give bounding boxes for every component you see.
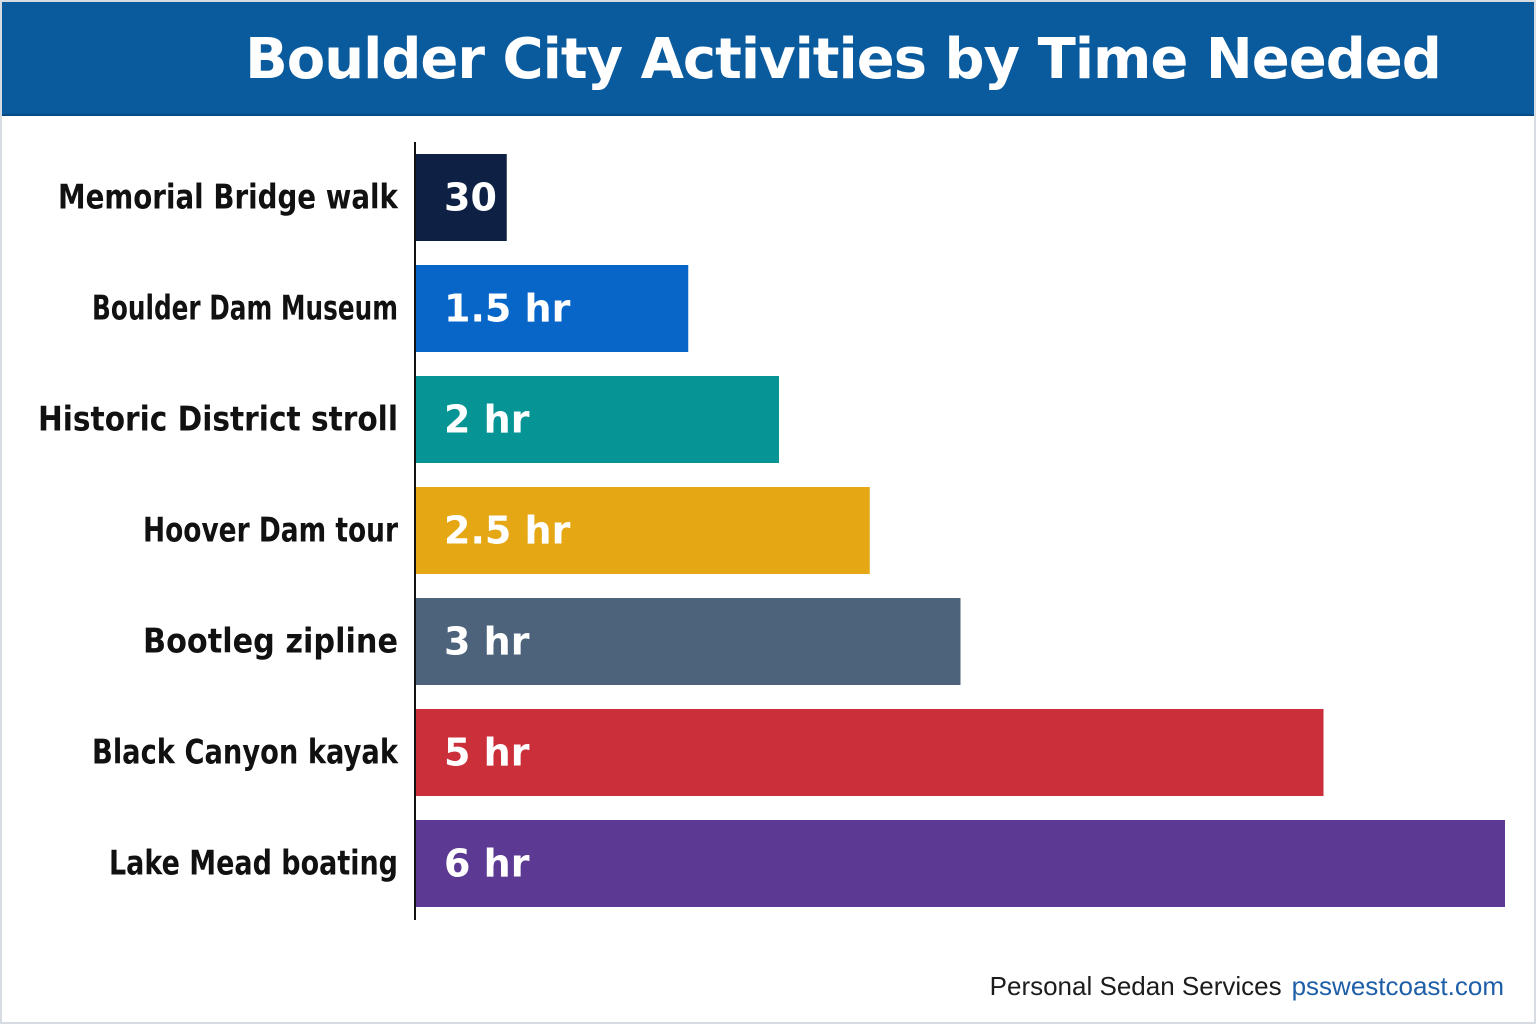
bar-3 — [416, 487, 870, 574]
category-label: Bootleg zipline — [143, 622, 398, 662]
category-label: Hoover Dam tour — [143, 511, 398, 551]
category-label: Boulder Dam Museum — [92, 289, 398, 329]
data-label: 30 min — [444, 176, 590, 220]
bar-4 — [416, 598, 961, 685]
category-label: Memorial Bridge walk — [58, 178, 399, 218]
data-label: 1.5 hr — [444, 287, 571, 331]
bar-5 — [416, 709, 1324, 796]
data-label: 3 hr — [444, 620, 530, 664]
bar-1 — [416, 265, 689, 352]
bar-6 — [416, 820, 1505, 907]
data-label: 2 hr — [444, 398, 530, 442]
footer-credit: Personal Sedan Services psswestcoast.com — [990, 968, 1504, 1004]
title-banner: Boulder City Activities by Time Needed — [2, 2, 1534, 116]
footer-brand: Personal Sedan Services — [989, 971, 1282, 1001]
footer-url[interactable]: psswestcoast.com — [1291, 971, 1504, 1001]
data-label: 2.5 hr — [444, 509, 571, 553]
data-label: 6 hr — [444, 842, 530, 886]
bar-0 — [416, 154, 507, 241]
bar-2 — [416, 376, 779, 463]
data-label: 5 hr — [444, 731, 530, 775]
category-label: Lake Mead boating — [109, 844, 398, 884]
category-label: Black Canyon kayak — [92, 733, 399, 773]
chart-title: Boulder City Activities by Time Needed — [245, 27, 1442, 92]
category-label: Historic District stroll — [38, 400, 398, 440]
